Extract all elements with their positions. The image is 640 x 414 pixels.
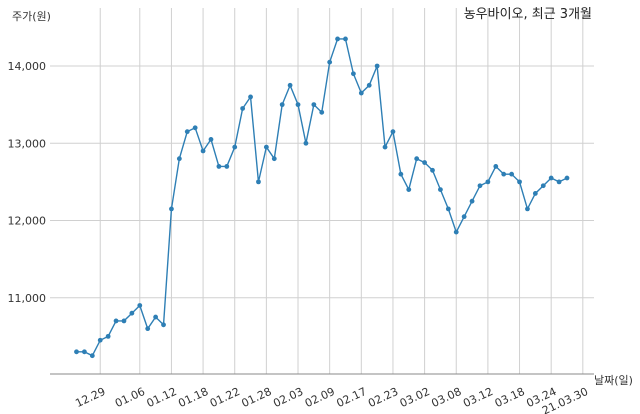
x-tick-label: 03.02	[398, 385, 432, 410]
data-point	[240, 106, 246, 111]
data-point	[477, 183, 483, 189]
x-tick-label: 03.08	[429, 385, 463, 410]
data-point	[82, 349, 87, 355]
data-point	[279, 102, 285, 108]
data-point	[271, 156, 277, 162]
data-point	[74, 349, 79, 355]
y-tick-label: 11,000	[8, 292, 47, 305]
x-tick-label: 03.18	[493, 385, 527, 410]
data-point	[319, 109, 325, 115]
data-point	[129, 310, 135, 316]
y-tick-labels: 11,000 12,000 13,000 14,000	[8, 60, 47, 305]
data-point	[406, 187, 412, 193]
y-tick-label: 14,000	[8, 60, 47, 73]
data-point	[461, 214, 467, 220]
data-point	[232, 144, 238, 150]
data-point	[105, 333, 111, 339]
data-point	[295, 102, 301, 108]
data-point	[248, 94, 253, 100]
data-point	[311, 102, 317, 108]
data-point	[445, 206, 451, 212]
data-point	[208, 136, 214, 142]
data-point	[161, 322, 166, 328]
y-tick-label: 13,000	[8, 137, 47, 150]
data-point	[382, 144, 388, 150]
data-points	[74, 36, 570, 359]
data-point	[493, 164, 499, 169]
data-point	[374, 63, 380, 69]
data-point	[501, 171, 507, 177]
data-point	[430, 167, 435, 173]
data-point	[540, 183, 546, 189]
x-tick-label: 02.17	[335, 385, 369, 410]
data-point	[200, 148, 206, 154]
data-point	[438, 187, 443, 193]
data-point	[113, 318, 119, 324]
x-tick-label: 12.29	[73, 385, 107, 410]
data-point	[398, 171, 404, 177]
x-tick-labels: 12.29 01.0601.1201.1801.2201.2802.0302.09…	[73, 385, 590, 414]
data-point	[97, 337, 103, 343]
series-line	[76, 38, 568, 357]
x-tick-label: 03.12	[461, 385, 495, 410]
data-point	[548, 175, 554, 181]
data-point	[564, 175, 570, 181]
x-tick-label: 01.12	[145, 385, 179, 410]
x-tick-label: 01.22	[208, 385, 242, 410]
x-tick-label: 01.06	[113, 385, 147, 410]
data-point	[343, 36, 348, 42]
data-point	[121, 318, 127, 324]
y-tick-label: 12,000	[8, 215, 47, 228]
x-tick-label: 01.28	[240, 385, 274, 410]
data-point	[517, 179, 522, 185]
chart-title: 농우바이오, 최근 3개월	[464, 7, 592, 22]
data-point	[422, 160, 427, 165]
data-point	[256, 179, 261, 185]
data-point	[469, 198, 475, 204]
y-axis-title: 주가(원)	[12, 10, 51, 23]
data-point	[358, 90, 364, 96]
data-point	[303, 140, 309, 146]
data-point	[509, 171, 515, 177]
data-point	[335, 36, 340, 42]
data-point	[137, 303, 143, 308]
data-point	[145, 326, 151, 332]
data-point	[216, 164, 222, 169]
data-point	[414, 156, 420, 162]
data-point	[176, 156, 182, 162]
data-point	[327, 59, 333, 65]
data-point	[89, 353, 95, 359]
data-point	[532, 191, 538, 196]
data-point	[453, 229, 459, 235]
data-point	[287, 82, 293, 88]
x-axis-title: 날짜(일)	[594, 373, 633, 387]
data-point	[169, 206, 174, 212]
data-point	[184, 129, 190, 135]
data-point	[351, 71, 356, 77]
data-point	[556, 179, 562, 185]
x-tick-label: 02.03	[271, 385, 305, 410]
data-point	[192, 125, 198, 131]
data-point	[366, 82, 372, 88]
data-point	[153, 314, 159, 320]
data-point	[263, 144, 269, 150]
data-point	[390, 129, 396, 135]
data-point	[224, 164, 230, 169]
x-tick-label: 02.09	[303, 385, 337, 410]
x-tick-label: 02.23	[366, 385, 400, 410]
x-tick-label: 01.18	[176, 385, 210, 410]
data-point	[525, 206, 530, 212]
data-point	[485, 179, 491, 185]
grid	[50, 8, 594, 374]
